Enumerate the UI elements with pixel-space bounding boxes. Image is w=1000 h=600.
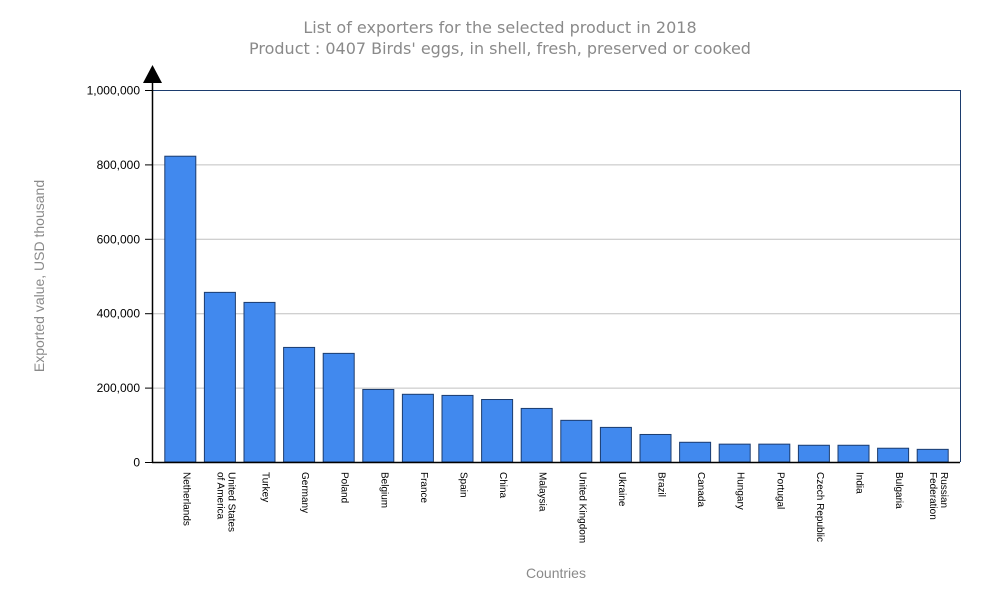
bar bbox=[877, 447, 910, 463]
bar bbox=[520, 407, 553, 463]
x-tick-label: Spain bbox=[458, 472, 469, 498]
x-tick-label: Ukraine bbox=[616, 472, 627, 507]
bar bbox=[639, 433, 672, 463]
x-tick-label: Turkey bbox=[260, 472, 271, 502]
bar bbox=[362, 388, 395, 463]
x-tick-label: Netherlands bbox=[180, 472, 191, 526]
x-tick-label: United States bbox=[225, 472, 236, 532]
y-axis-arrow-icon bbox=[143, 65, 162, 83]
y-tick-label: 1,000,000 bbox=[87, 84, 141, 98]
x-tick-label: United Kingdom bbox=[576, 472, 587, 543]
bar bbox=[916, 448, 949, 463]
bar bbox=[441, 394, 474, 463]
x-axis-label: Countries bbox=[526, 565, 586, 581]
x-tick-label: Russian bbox=[938, 472, 949, 508]
x-tick-label: Malaysia bbox=[537, 472, 548, 512]
bar bbox=[283, 346, 316, 463]
bar bbox=[718, 443, 751, 463]
chart-title: List of exporters for the selected produ… bbox=[303, 18, 697, 37]
x-tick-label: Bulgaria bbox=[893, 472, 904, 509]
y-tick-label: 800,000 bbox=[97, 158, 141, 172]
bar bbox=[243, 301, 276, 463]
bar bbox=[164, 155, 197, 463]
bar bbox=[560, 419, 593, 463]
x-tick-label: Canada bbox=[695, 472, 706, 507]
bar bbox=[599, 426, 632, 463]
bar bbox=[837, 444, 870, 463]
x-tick-label: India bbox=[854, 472, 865, 494]
bar bbox=[679, 441, 712, 463]
y-axis-label: Exported value, USD thousand bbox=[31, 180, 47, 372]
x-tick-label: Hungary bbox=[735, 472, 746, 510]
bar bbox=[758, 443, 791, 463]
bar bbox=[797, 444, 830, 463]
y-tick-label: 200,000 bbox=[97, 381, 141, 395]
chart-subtitle: Product : 0407 Birds' eggs, in shell, fr… bbox=[249, 39, 751, 58]
x-tick-label: Federation bbox=[927, 472, 938, 520]
y-tick-label: 600,000 bbox=[97, 232, 141, 246]
x-tick-label: Germany bbox=[299, 472, 310, 513]
y-tick-label: 0 bbox=[133, 456, 140, 470]
x-tick-label: Czech Republic bbox=[814, 472, 825, 542]
x-tick-label: of America bbox=[214, 472, 225, 520]
x-tick-label: China bbox=[497, 472, 508, 499]
bar bbox=[203, 291, 236, 463]
x-tick-label: Brazil bbox=[656, 472, 667, 497]
x-tick-label: Portugal bbox=[774, 472, 785, 509]
bar bbox=[322, 352, 355, 463]
x-tick-label: Belgium bbox=[378, 472, 389, 508]
bar bbox=[481, 399, 514, 463]
x-tick-label: Poland bbox=[339, 472, 350, 503]
x-tick-label: France bbox=[418, 472, 429, 504]
bar bbox=[401, 393, 434, 463]
y-tick-label: 400,000 bbox=[97, 307, 141, 321]
